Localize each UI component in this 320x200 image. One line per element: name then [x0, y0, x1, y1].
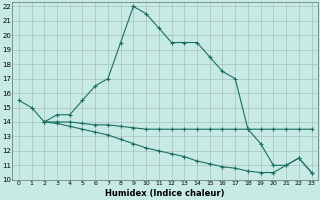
X-axis label: Humidex (Indice chaleur): Humidex (Indice chaleur)	[106, 189, 225, 198]
